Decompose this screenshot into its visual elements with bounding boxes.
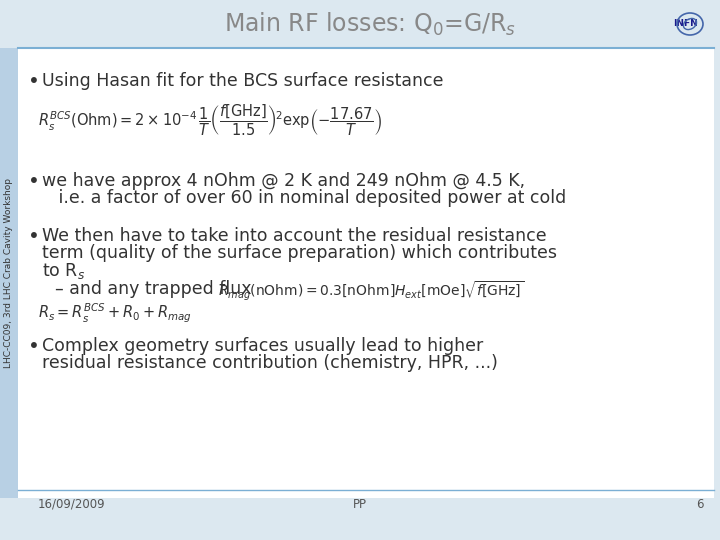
Text: to R$_s$: to R$_s$ xyxy=(42,261,85,281)
Text: residual resistance contribution (chemistry, HPR, ...): residual resistance contribution (chemis… xyxy=(42,354,498,372)
Text: PP: PP xyxy=(353,497,367,510)
Text: Complex geometry surfaces usually lead to higher: Complex geometry surfaces usually lead t… xyxy=(42,337,483,355)
Text: i.e. a factor of over 60 in nominal deposited power at cold: i.e. a factor of over 60 in nominal depo… xyxy=(42,189,566,207)
Text: LHC-CC09, 3rd LHC Crab Cavity Workshop: LHC-CC09, 3rd LHC Crab Cavity Workshop xyxy=(4,178,14,368)
Text: •: • xyxy=(28,227,40,246)
Text: •: • xyxy=(28,337,40,356)
Text: – and any trapped flux: – and any trapped flux xyxy=(55,280,251,298)
Text: $R_s = R^{BCS}_s + R_0 + R_{mag}$: $R_s = R^{BCS}_s + R_0 + R_{mag}$ xyxy=(38,302,192,325)
Text: •: • xyxy=(28,172,40,191)
FancyBboxPatch shape xyxy=(18,48,714,498)
Text: •: • xyxy=(28,72,40,91)
Text: 6: 6 xyxy=(696,497,703,510)
Text: we have approx 4 nOhm @ 2 K and 249 nOhm @ 4.5 K,: we have approx 4 nOhm @ 2 K and 249 nOhm… xyxy=(42,172,525,190)
Text: INFN: INFN xyxy=(672,19,698,29)
Text: Main RF losses: Q$_0$=G/R$_s$: Main RF losses: Q$_0$=G/R$_s$ xyxy=(224,10,516,38)
Text: Using Hasan fit for the BCS surface resistance: Using Hasan fit for the BCS surface resi… xyxy=(42,72,444,90)
FancyBboxPatch shape xyxy=(18,0,714,48)
Text: term (quality of the surface preparation) which contributes: term (quality of the surface preparation… xyxy=(42,244,557,262)
Text: $R^{BCS}_{s}(\mathrm{Ohm}) = 2\times10^{-4}\,\dfrac{1}{T}\left(\dfrac{f[\mathrm{: $R^{BCS}_{s}(\mathrm{Ohm}) = 2\times10^{… xyxy=(38,102,382,138)
Text: We then have to take into account the residual resistance: We then have to take into account the re… xyxy=(42,227,546,245)
FancyBboxPatch shape xyxy=(0,48,18,498)
Text: $R_{mag}(\mathrm{nOhm}) = 0.3[\mathrm{nOhm}]H_{ext}[\mathrm{mOe}]\sqrt{f[\mathrm: $R_{mag}(\mathrm{nOhm}) = 0.3[\mathrm{nO… xyxy=(218,280,524,303)
Text: 16/09/2009: 16/09/2009 xyxy=(38,497,106,510)
